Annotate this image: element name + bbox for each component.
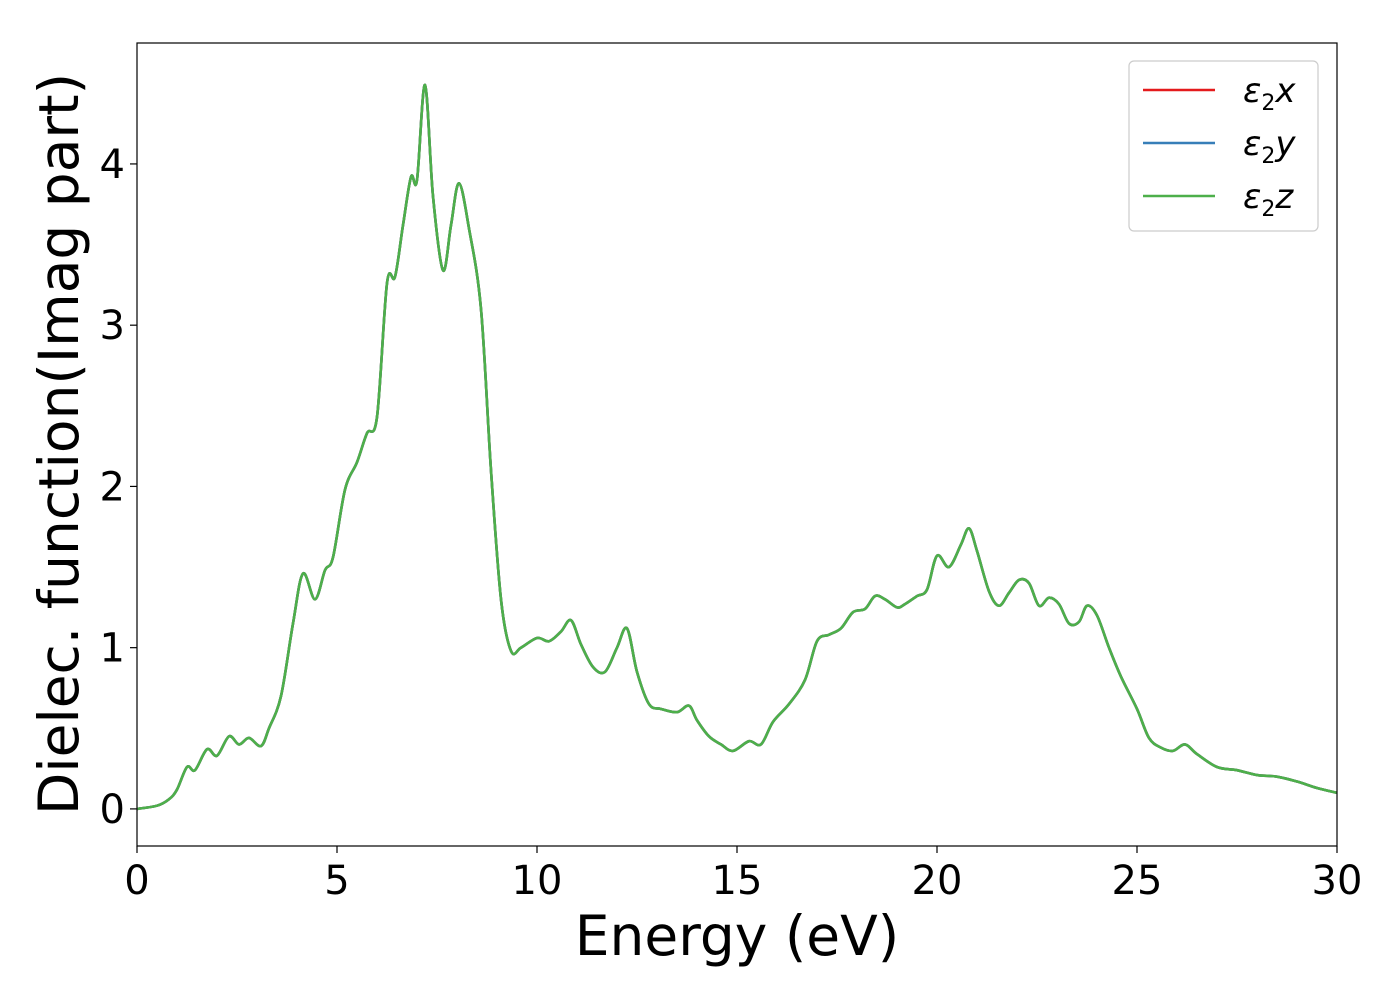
x-tick-label: 25 [1112, 858, 1163, 904]
y-tick-label: 1 [100, 626, 125, 672]
y-tick-label: 2 [100, 464, 125, 510]
y-tick-label: 0 [100, 787, 125, 833]
legend-box [1128, 60, 1319, 232]
y-tick-label: 4 [100, 142, 125, 188]
x-tick-label: 5 [324, 858, 349, 904]
legend: ε2x ε2y ε2z [1128, 60, 1319, 232]
x-tick-label: 15 [712, 858, 763, 904]
y-axis-ticks: 0 1 2 3 4 [100, 142, 137, 833]
y-tick-label: 3 [100, 303, 125, 349]
y-axis-title: Dielec. function(Imag part) [27, 73, 91, 815]
x-tick-label: 10 [512, 858, 563, 904]
x-axis-ticks: 0 5 10 15 20 25 30 [124, 846, 1362, 904]
x-tick-label: 0 [124, 858, 149, 904]
x-tick-label: 30 [1312, 858, 1363, 904]
legend-label-y: ε2y [1243, 124, 1296, 169]
legend-label-z: ε2z [1243, 177, 1294, 222]
legend-label-x: ε2x [1243, 71, 1296, 116]
x-tick-label: 20 [912, 858, 963, 904]
series-line-z [136, 83, 1338, 811]
series-layer [136, 83, 1338, 811]
x-axis-title: Energy (eV) [575, 904, 899, 968]
